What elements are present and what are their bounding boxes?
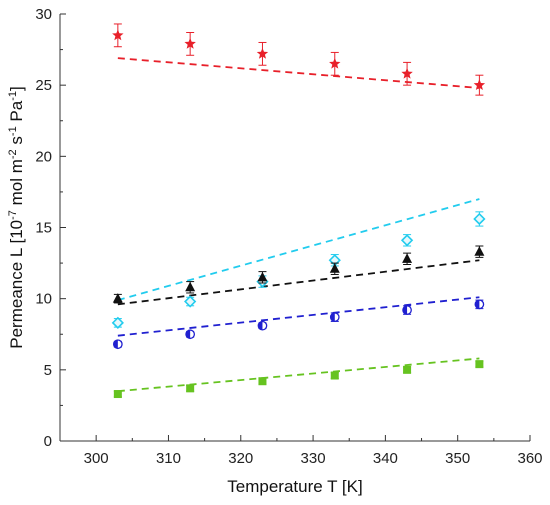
data-point-circle-fill <box>402 305 408 315</box>
data-point-diamond <box>111 316 124 329</box>
fit-line <box>117 357 480 393</box>
x-tick-label: 350 <box>445 450 470 467</box>
data-point-diamond <box>184 295 197 308</box>
data-point-star <box>401 67 413 79</box>
fit-line <box>117 259 480 306</box>
data-point-square <box>186 384 195 393</box>
data-point-circle-fill <box>330 312 335 322</box>
y-axis-title-exponent: -7 <box>7 210 19 220</box>
data-point-star <box>473 79 486 91</box>
data-point-square <box>403 365 412 374</box>
y-tick-label: 30 <box>35 6 52 23</box>
data-point-triangle <box>185 281 196 292</box>
data-point-triangle <box>329 263 340 273</box>
x-ticks: 300 310 320 330 340 350 360 <box>84 435 543 467</box>
x-tick-label: 340 <box>373 450 398 467</box>
y-tick-label: 0 <box>44 433 52 450</box>
data-point-square <box>258 377 267 386</box>
x-tick-label: 360 <box>517 450 542 467</box>
y-axis-title-part: ] <box>7 86 26 91</box>
y-tick-label: 20 <box>35 148 52 165</box>
y-axis-title-exponent: -2 <box>7 149 19 159</box>
y-axis-title-exponent: -1 <box>7 91 19 101</box>
data-point-star <box>112 29 124 41</box>
x-tick-label: 300 <box>84 450 109 467</box>
data-point-triangle <box>257 271 268 282</box>
data-point-star <box>329 57 341 69</box>
data-point-triangle <box>112 293 123 303</box>
fit-line <box>117 57 480 89</box>
data-point-triangle <box>474 246 485 256</box>
y-axis-title-exponent: -1 <box>7 126 19 136</box>
y-tick-label: 5 <box>44 362 52 379</box>
x-tick-label: 320 <box>228 450 253 467</box>
y-tick-label: 25 <box>35 77 52 94</box>
fit-lines <box>117 57 480 393</box>
data-point-square <box>113 390 122 399</box>
axes <box>59 14 530 442</box>
data-points <box>111 23 486 399</box>
y-axis-title-part: s <box>7 136 26 149</box>
data-point-circle-fill <box>113 340 118 349</box>
data-point-star <box>184 37 196 49</box>
data-point-star <box>256 47 269 59</box>
data-point-circle-fill <box>185 330 191 339</box>
data-point-diamond <box>473 212 486 226</box>
data-point-triangle <box>402 253 413 263</box>
data-point-square <box>475 360 484 369</box>
data-point-diamond <box>400 234 414 247</box>
data-point-square <box>330 371 339 380</box>
x-axis-title: Temperature T [K] <box>227 477 362 496</box>
y-axis-title-part: Permeance L [10 <box>7 220 26 349</box>
fit-line <box>117 296 480 337</box>
data-point-circle-fill <box>475 300 480 309</box>
x-tick-label: 330 <box>301 450 326 467</box>
y-ticks: 0 5 10 15 20 25 30 <box>35 6 66 450</box>
y-axis-title-part: Pa <box>7 100 26 126</box>
x-tick-label: 310 <box>156 450 181 467</box>
y-axis-title-part: mol m <box>7 159 26 210</box>
data-point-circle-fill <box>258 321 263 330</box>
fit-line <box>117 198 480 301</box>
y-axis-title: Permeance L [10-7 mol m-2 s-1 Pa-1] <box>7 86 26 348</box>
y-tick-label: 15 <box>35 220 52 237</box>
y-tick-label: 10 <box>35 291 52 308</box>
